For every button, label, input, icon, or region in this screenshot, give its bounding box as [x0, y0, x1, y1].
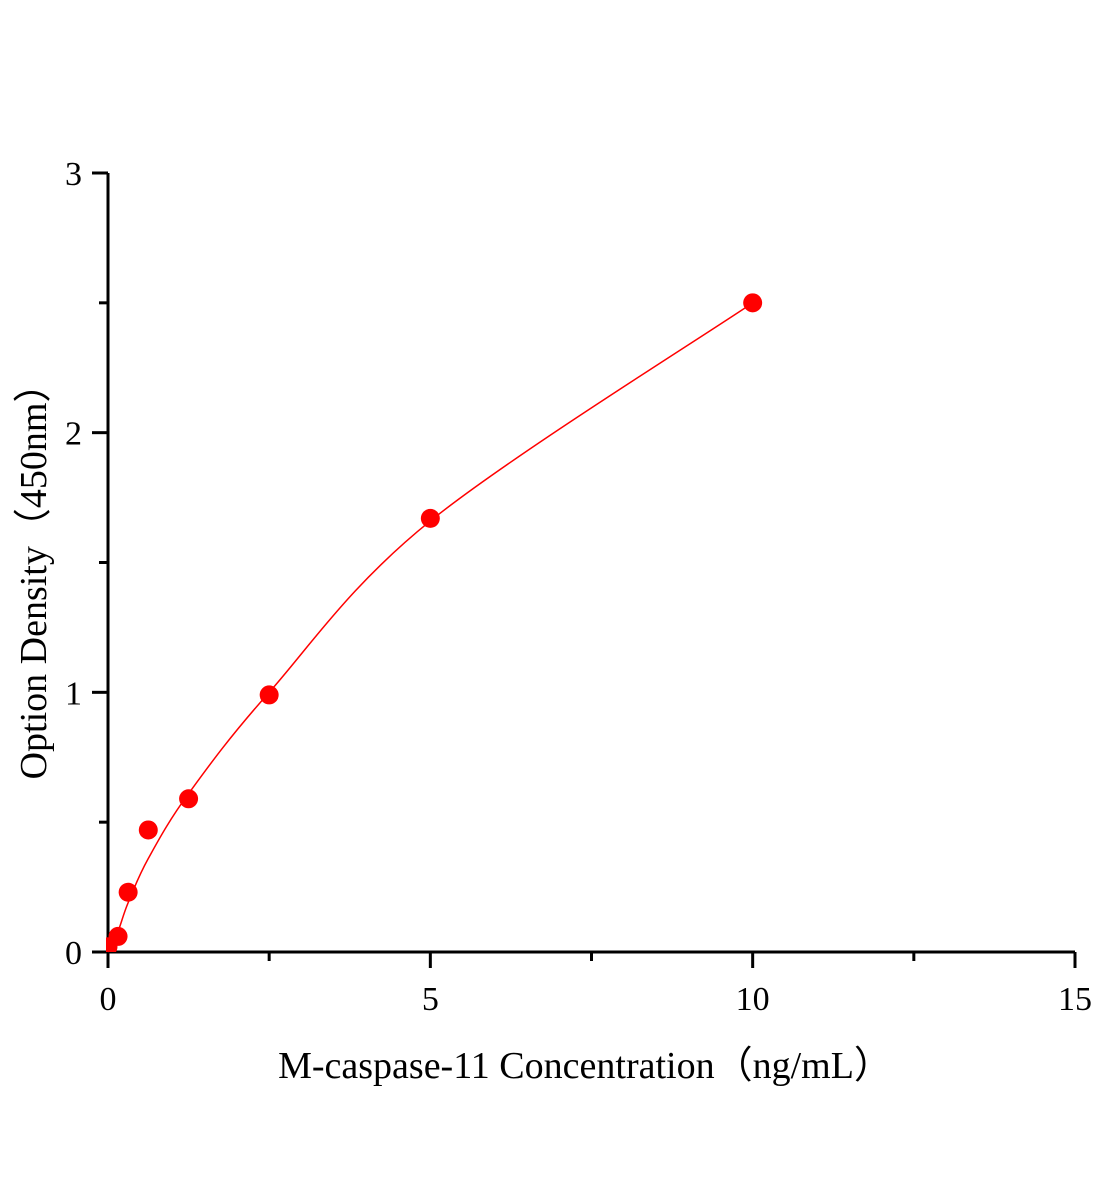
data-point — [108, 926, 128, 946]
data-points — [106, 293, 763, 952]
x-axis-label: M-caspase-11 Concentration（ng/mL） — [278, 1045, 892, 1087]
x-tick-label: 5 — [422, 981, 439, 1018]
y-tick-label: 3 — [65, 156, 82, 193]
tick-labels: 0 5 10 15 0 1 2 3 — [65, 156, 1092, 1018]
data-point — [259, 685, 279, 705]
y-tick-label: 1 — [65, 675, 82, 712]
data-point — [420, 508, 440, 528]
fit-curve — [107, 302, 754, 953]
y-axis-label: Option Density（450nm） — [13, 365, 55, 780]
x-tick-label: 15 — [1058, 981, 1092, 1018]
y-tick-label: 2 — [65, 416, 82, 453]
x-tick-label: 10 — [736, 981, 770, 1018]
axes — [92, 171, 1077, 968]
y-tick-label: 0 — [65, 935, 82, 972]
x-tick-label: 0 — [100, 981, 117, 1018]
data-point — [179, 789, 199, 809]
data-point — [743, 293, 763, 313]
data-point — [118, 882, 138, 902]
fit-curve-layer — [107, 302, 754, 953]
data-point — [138, 820, 158, 840]
